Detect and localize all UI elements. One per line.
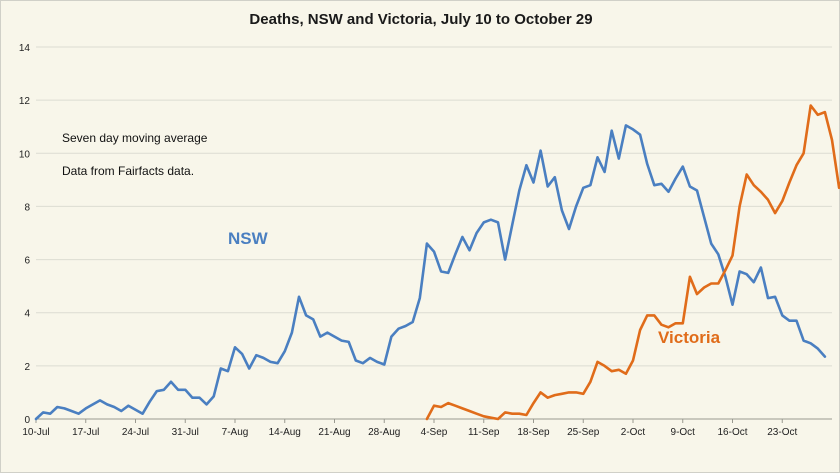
y-tick-label: 2 bbox=[24, 362, 30, 373]
x-tick-label: 31-Jul bbox=[172, 427, 199, 438]
x-tick-label: 9-Oct bbox=[671, 427, 696, 438]
x-tick-label: 24-Jul bbox=[122, 427, 149, 438]
note-moving-average: Seven day moving average bbox=[62, 131, 208, 145]
y-tick-label: 0 bbox=[24, 415, 30, 426]
x-tick-label: 2-Oct bbox=[621, 427, 646, 438]
x-tick-label: 28-Aug bbox=[368, 427, 400, 438]
x-tick-label: 7-Aug bbox=[222, 427, 249, 438]
x-tick-label: 14-Aug bbox=[269, 427, 301, 438]
series-label-victoria: Victoria bbox=[658, 328, 721, 347]
note-data-source: Data from Fairfacts data. bbox=[62, 164, 195, 178]
x-tick-label: 18-Sep bbox=[517, 427, 550, 438]
x-tick-label: 17-Jul bbox=[72, 427, 99, 438]
x-tick-label: 23-Oct bbox=[767, 427, 797, 438]
x-tick-label: 10-Jul bbox=[22, 427, 49, 438]
series-line-victoria bbox=[425, 104, 840, 421]
x-tick-label: 4-Sep bbox=[421, 427, 448, 438]
y-tick-label: 14 bbox=[19, 43, 31, 54]
y-tick-label: 12 bbox=[19, 96, 31, 107]
x-tick-label: 16-Oct bbox=[717, 427, 747, 438]
x-tick-label: 21-Aug bbox=[318, 427, 350, 438]
y-tick-label: 6 bbox=[24, 256, 30, 267]
series-label-nsw: NSW bbox=[228, 229, 269, 248]
y-tick-label: 8 bbox=[24, 202, 30, 213]
x-tick-label: 25-Sep bbox=[567, 427, 600, 438]
y-tick-label: 10 bbox=[19, 149, 31, 160]
x-tick-label: 11-Sep bbox=[468, 427, 500, 438]
y-tick-label: 4 bbox=[24, 309, 30, 320]
chart-title: Deaths, NSW and Victoria, July 10 to Oct… bbox=[249, 11, 593, 28]
series-line-nsw bbox=[34, 124, 827, 421]
